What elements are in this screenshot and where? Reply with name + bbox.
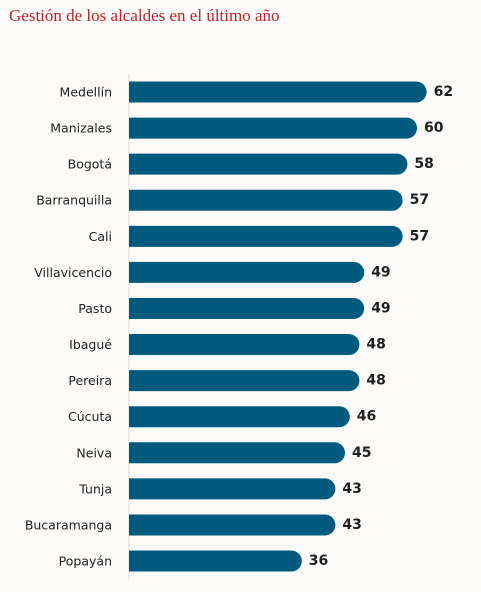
category-label-12: Bucaramanga bbox=[25, 517, 112, 532]
bar-5 bbox=[129, 261, 365, 283]
category-label-9: Cúcuta bbox=[68, 409, 112, 424]
category-label-0: Medellín bbox=[60, 85, 112, 100]
category-label-11: Tunja bbox=[78, 481, 112, 496]
value-label-9: 46 bbox=[357, 409, 376, 425]
category-label-10: Neiva bbox=[76, 445, 112, 460]
bar-10 bbox=[129, 442, 345, 464]
chart-title: Gestión de los alcaldes en el último año bbox=[9, 6, 280, 25]
value-label-10: 45 bbox=[352, 445, 371, 461]
bar-0 bbox=[129, 81, 427, 103]
value-label-0: 62 bbox=[434, 84, 453, 100]
category-label-6: Pasto bbox=[78, 301, 112, 316]
category-labels: Medellín Manizales Bogotá Barranquilla Cali V… bbox=[25, 85, 112, 569]
category-label-8: Pereira bbox=[68, 373, 112, 388]
value-label-4: 57 bbox=[410, 228, 429, 244]
category-label-1: Manizales bbox=[50, 121, 112, 136]
value-label-5: 49 bbox=[371, 264, 390, 280]
value-label-1: 60 bbox=[424, 120, 444, 136]
value-label-11: 43 bbox=[342, 481, 361, 497]
value-label-12: 43 bbox=[342, 517, 361, 533]
bars-group bbox=[129, 81, 427, 572]
category-label-5: Villavicencio bbox=[34, 265, 112, 280]
bar-3 bbox=[129, 189, 403, 211]
bar-8 bbox=[129, 370, 360, 392]
bar-9 bbox=[129, 406, 350, 428]
category-label-2: Bogotá bbox=[68, 157, 112, 172]
value-label-3: 57 bbox=[410, 192, 429, 208]
value-label-6: 49 bbox=[371, 300, 390, 316]
bar-2 bbox=[129, 153, 408, 175]
bar-13 bbox=[129, 550, 302, 572]
value-label-8: 48 bbox=[366, 373, 385, 389]
category-label-13: Popayán bbox=[59, 554, 112, 569]
value-labels: 62 60 58 57 57 49 49 48 48 46 45 43 43 36 bbox=[309, 84, 453, 569]
bar-6 bbox=[129, 297, 365, 319]
category-label-7: Ibagué bbox=[69, 337, 112, 352]
value-label-7: 48 bbox=[366, 337, 385, 353]
bar-11 bbox=[129, 478, 336, 500]
bar-1 bbox=[129, 117, 417, 139]
category-label-3: Barranquilla bbox=[36, 193, 112, 208]
bar-4 bbox=[129, 225, 403, 247]
value-label-2: 58 bbox=[414, 156, 433, 172]
bar-7 bbox=[129, 334, 360, 356]
bar-12 bbox=[129, 514, 336, 536]
category-label-4: Cali bbox=[89, 229, 112, 244]
value-label-13: 36 bbox=[309, 553, 328, 569]
